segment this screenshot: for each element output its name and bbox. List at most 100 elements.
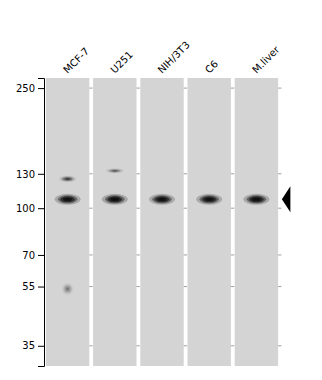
tick: 70	[22, 250, 44, 261]
y-axis: 250 130 100 70 55 35	[16, 79, 45, 367]
band-layer	[63, 284, 72, 293]
lane	[46, 78, 89, 366]
band-layer	[243, 194, 269, 205]
lane-tick	[89, 286, 92, 287]
band-layer	[112, 198, 117, 200]
lane-tick	[137, 88, 140, 89]
tick-label: 35	[22, 340, 35, 351]
band-layer	[66, 178, 69, 179]
band-layer	[202, 196, 216, 202]
band-layer	[199, 195, 218, 203]
lane-tick	[89, 345, 92, 346]
tick-mark	[38, 346, 44, 347]
band-layer	[160, 198, 165, 200]
lane-tick	[184, 254, 187, 255]
lane-tick	[184, 173, 187, 174]
lane-tick	[278, 286, 281, 287]
band-layer	[113, 170, 116, 172]
tick-mark	[38, 88, 44, 89]
lane-tick	[137, 286, 140, 287]
lane-label: U251	[108, 49, 134, 75]
band-layer	[60, 196, 74, 202]
axis-line	[38, 79, 45, 367]
tick-label: 70	[22, 250, 35, 261]
lane-tick	[89, 88, 92, 89]
band-layer	[67, 288, 69, 290]
tick: 35	[22, 340, 44, 351]
band	[243, 194, 269, 205]
band	[106, 168, 124, 173]
band-layer	[66, 287, 70, 291]
band-layer	[196, 194, 222, 205]
lane-tick	[231, 173, 234, 174]
lane-labels: MCF-7U251NIH/3T3C6M.liver	[61, 39, 282, 75]
tick-label: 130	[16, 169, 35, 180]
lane-tick	[231, 286, 234, 287]
lane	[93, 78, 136, 366]
lane	[235, 78, 278, 366]
lane-tick	[231, 208, 234, 209]
tick: 100	[16, 203, 44, 214]
band-layer	[59, 176, 76, 182]
band-layer	[102, 194, 128, 205]
band-layer	[110, 197, 119, 201]
tick-mark	[38, 255, 44, 256]
lane-label: C6	[203, 58, 220, 75]
band-layer	[254, 198, 259, 200]
band	[59, 176, 76, 182]
band-layer	[65, 178, 71, 180]
lane-tick	[184, 345, 187, 346]
lane-tick	[278, 254, 281, 255]
plot: 250130100705535MCF-7U251NIH/3T3C6M.liver	[16, 39, 290, 366]
band-layer	[110, 169, 120, 172]
lane-tick	[137, 173, 140, 174]
band-layer	[105, 195, 124, 203]
tick-label: 100	[16, 203, 35, 214]
band-layer	[62, 283, 74, 295]
lane-tick	[137, 345, 140, 346]
band-layer	[112, 170, 118, 172]
band-layer	[106, 168, 124, 173]
band-layer	[108, 196, 122, 202]
lane-tick	[137, 254, 140, 255]
lane-tick	[278, 173, 281, 174]
lane	[140, 78, 183, 366]
band-layer	[58, 195, 77, 203]
lane-tick	[278, 208, 281, 209]
lane-label: MCF-7	[61, 45, 91, 75]
lane-label: M.liver	[250, 43, 282, 75]
arrow	[282, 186, 290, 212]
band	[149, 194, 175, 205]
lane-tick	[89, 173, 92, 174]
band-layer	[63, 177, 72, 180]
band-layer	[152, 195, 171, 203]
lane-tick	[89, 254, 92, 255]
band-layer	[65, 198, 70, 200]
band-layer	[247, 195, 266, 203]
band-layer	[61, 177, 73, 182]
band-layer	[149, 194, 175, 205]
lane-tick	[184, 286, 187, 287]
lane-tick	[184, 208, 187, 209]
lane-ticks	[89, 88, 281, 346]
tick-mark	[38, 287, 44, 288]
band-layer	[55, 194, 81, 205]
band-layer	[108, 169, 121, 173]
lane-tick	[89, 208, 92, 209]
tick: 130	[16, 169, 44, 180]
lane-tick	[184, 88, 187, 89]
chart: 250130100705535MCF-7U251NIH/3T3C6M.liver	[0, 0, 322, 380]
band	[62, 283, 74, 295]
tick: 55	[22, 281, 44, 292]
band-layer	[207, 198, 212, 200]
tick-mark	[38, 174, 44, 175]
band-layer	[64, 286, 70, 293]
lane-tick	[231, 345, 234, 346]
lane	[187, 78, 230, 366]
band	[102, 194, 128, 205]
band-layer	[249, 196, 263, 202]
band-layer	[63, 197, 72, 201]
lane-tick	[231, 254, 234, 255]
tick: 250	[16, 83, 44, 94]
band	[55, 194, 81, 205]
